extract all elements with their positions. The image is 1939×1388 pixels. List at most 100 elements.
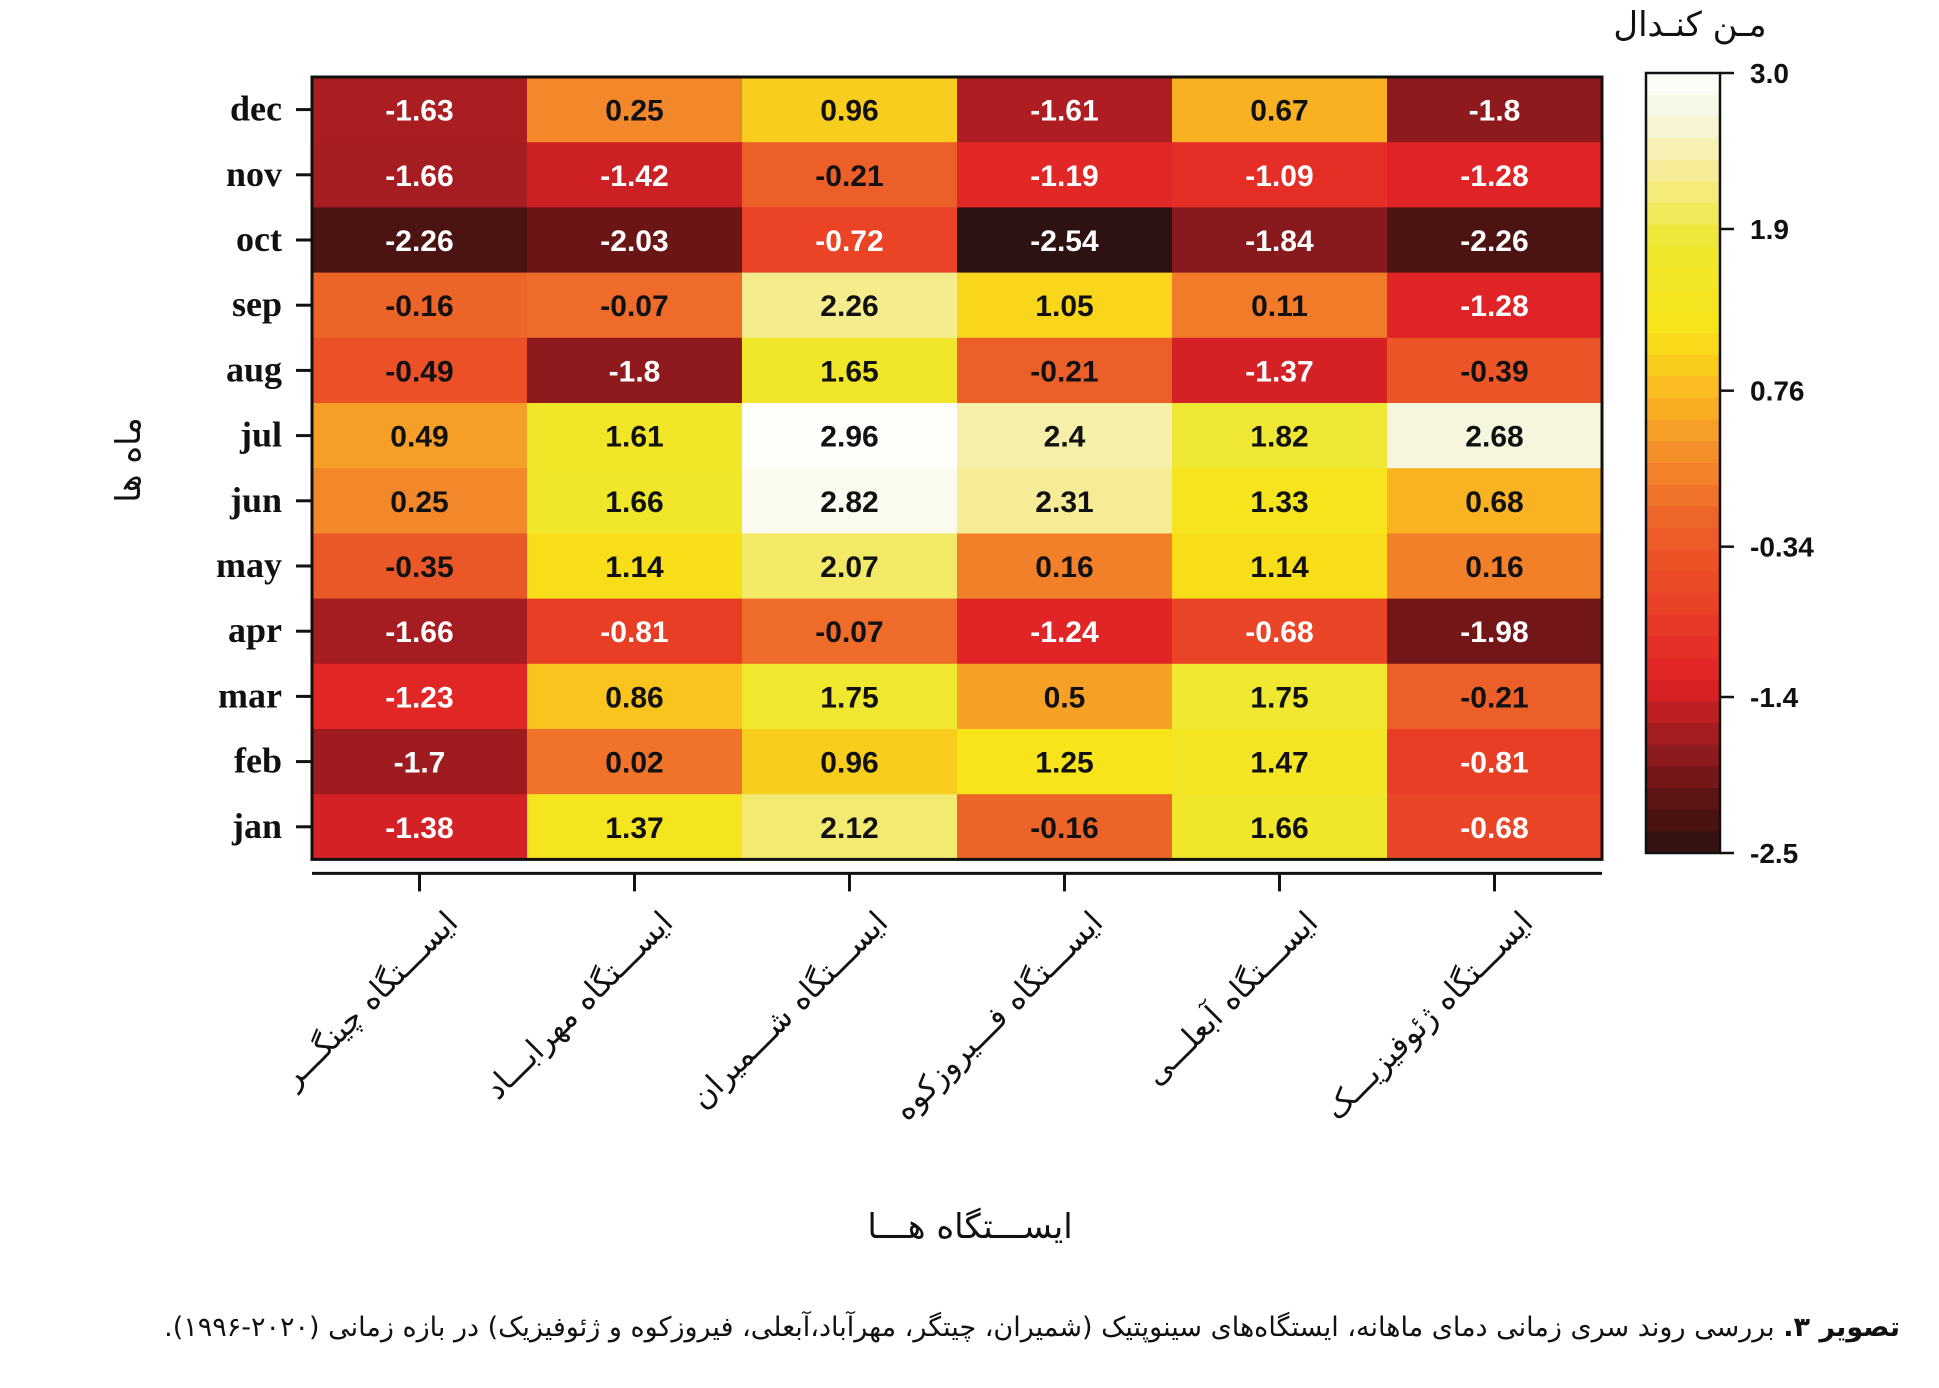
heatmap-cell bbox=[957, 468, 1173, 534]
heatmap-cell bbox=[957, 207, 1173, 274]
station-label: ایســـتگاه مهرابـــاد bbox=[478, 905, 680, 1107]
colorbar-segment bbox=[1646, 506, 1720, 529]
cell-value-label: 2.31 bbox=[1035, 486, 1093, 519]
colorbar-segment bbox=[1646, 73, 1720, 96]
cell-value-label: 0.49 bbox=[390, 421, 448, 454]
heatmap-cell bbox=[1387, 598, 1603, 665]
colorbar-segment bbox=[1646, 354, 1720, 377]
heatmap-cell bbox=[742, 794, 958, 860]
heatmap-cell bbox=[1172, 272, 1388, 339]
cell-value-label: -1.42 bbox=[600, 160, 668, 193]
heatmap-cell bbox=[742, 142, 958, 208]
cell-value-label: 2.82 bbox=[820, 486, 878, 519]
cell-value-label: 0.16 bbox=[1465, 551, 1523, 584]
heatmap-cell bbox=[742, 663, 958, 730]
y-axis-title: ماه ها bbox=[109, 417, 149, 502]
colorbar-segment bbox=[1646, 723, 1720, 746]
heatmap-cell bbox=[957, 142, 1173, 208]
cell-value-label: -2.03 bbox=[600, 225, 668, 258]
colorbar-segment bbox=[1646, 831, 1720, 854]
cell-value-label: 1.82 bbox=[1250, 421, 1308, 454]
heatmap-cell bbox=[1172, 142, 1388, 208]
cell-value-label: 1.05 bbox=[1035, 290, 1093, 323]
station-label: ایســـتگاه ژئوفیزیـــک bbox=[1318, 905, 1541, 1128]
heatmap-cell bbox=[312, 337, 528, 404]
cell-value-label: 0.86 bbox=[605, 681, 663, 714]
colorbar-segment bbox=[1646, 679, 1720, 702]
heatmap-cell bbox=[527, 142, 743, 208]
cell-value-label: 0.96 bbox=[820, 95, 878, 128]
heatmap-cell bbox=[742, 403, 958, 469]
month-label: nov bbox=[226, 154, 282, 194]
cell-value-label: -1.66 bbox=[385, 160, 453, 193]
heatmap-cell bbox=[527, 272, 743, 339]
cell-value-label: -0.81 bbox=[600, 616, 668, 649]
month-label: apr bbox=[228, 610, 282, 650]
caption-label: تصویر ۳. bbox=[1783, 1312, 1900, 1343]
cell-value-label: -1.61 bbox=[1030, 95, 1098, 128]
heatmap-cell bbox=[1387, 207, 1603, 274]
heatmap-cell bbox=[957, 663, 1173, 730]
heatmap-cell bbox=[957, 77, 1173, 143]
heatmap-cell bbox=[527, 533, 743, 600]
x-axis-title: ایســـتگاه هـــا bbox=[867, 1207, 1072, 1247]
cell-value-label: 1.66 bbox=[1250, 812, 1308, 845]
cell-value-label: 1.37 bbox=[605, 812, 663, 845]
colorbar-segment bbox=[1646, 571, 1720, 594]
heatmap-cell bbox=[742, 337, 958, 404]
heatmap-cell bbox=[1387, 142, 1603, 208]
heatmap-cell bbox=[742, 207, 958, 274]
heatmap-cell bbox=[527, 403, 743, 469]
caption-text: بررسی روند سری زمانی دمای ماهانه، ایستگا… bbox=[164, 1312, 1784, 1343]
cell-value-label: 0.11 bbox=[1251, 290, 1308, 323]
cell-value-label: -0.07 bbox=[815, 616, 883, 649]
cell-value-label: 1.47 bbox=[1250, 747, 1308, 780]
heatmap-cell bbox=[1172, 77, 1388, 143]
colorbar-segment bbox=[1646, 701, 1720, 724]
cell-value-label: -1.19 bbox=[1030, 160, 1098, 193]
heatmap-cell bbox=[312, 207, 528, 274]
cell-value-label: 1.61 bbox=[605, 421, 663, 454]
heatmap-chart: -1.63 0.25 0.96 -1.61 0.67 -1.8 -1.66 -1.42 -0.2… bbox=[109, 5, 1814, 1247]
cell-value-label: -1.66 bbox=[385, 616, 453, 649]
cell-value-label: 2.07 bbox=[820, 551, 878, 584]
heatmap-cell bbox=[527, 794, 743, 860]
month-label: jan bbox=[231, 806, 282, 846]
cell-value-label: -1.09 bbox=[1245, 160, 1313, 193]
heatmap-cell bbox=[957, 403, 1173, 469]
colorbar-segment bbox=[1646, 614, 1720, 637]
colorbar-segment bbox=[1646, 376, 1720, 399]
month-label: feb bbox=[234, 741, 282, 781]
heatmap-cell bbox=[312, 794, 528, 860]
colorbar-segment bbox=[1646, 549, 1720, 572]
heatmap-cell bbox=[1172, 794, 1388, 860]
colorbar-tick-label: 1.9 bbox=[1750, 214, 1789, 245]
cell-value-label: 1.66 bbox=[605, 486, 663, 519]
heatmap-cell bbox=[957, 729, 1173, 795]
heatmap-cell bbox=[742, 468, 958, 534]
colorbar-segment bbox=[1646, 138, 1720, 161]
cell-value-label: 2.68 bbox=[1465, 421, 1523, 454]
cell-value-label: -0.16 bbox=[1030, 812, 1098, 845]
colorbar-segment bbox=[1646, 419, 1720, 442]
heatmap-cell bbox=[1172, 729, 1388, 795]
cell-value-label: -0.21 bbox=[815, 160, 883, 193]
heatmap-cell bbox=[527, 598, 743, 665]
month-label: mar bbox=[218, 675, 282, 715]
colorbar-segment bbox=[1646, 398, 1720, 421]
cell-value-label: -0.21 bbox=[1460, 681, 1528, 714]
colorbar-tick-label: 0.76 bbox=[1750, 376, 1805, 407]
heatmap-cell bbox=[1172, 598, 1388, 665]
colorbar-segment bbox=[1646, 311, 1720, 334]
month-axis: dec nov oct sep aug jul jun may apr mar feb jan bbox=[216, 89, 312, 846]
station-label: ایســـتگاه شـــمیران bbox=[684, 905, 896, 1117]
cell-value-label: -0.21 bbox=[1030, 355, 1098, 388]
heatmap-cell bbox=[1172, 468, 1388, 534]
colorbar-segment bbox=[1646, 788, 1720, 811]
cell-value-label: 0.67 bbox=[1250, 95, 1308, 128]
colorbar-segment bbox=[1646, 441, 1720, 464]
cell-value-label: 0.5 bbox=[1044, 681, 1086, 714]
heatmap-cell bbox=[1387, 794, 1603, 860]
cell-value-label: -1.28 bbox=[1460, 160, 1528, 193]
cell-value-label: -1.28 bbox=[1460, 290, 1528, 323]
